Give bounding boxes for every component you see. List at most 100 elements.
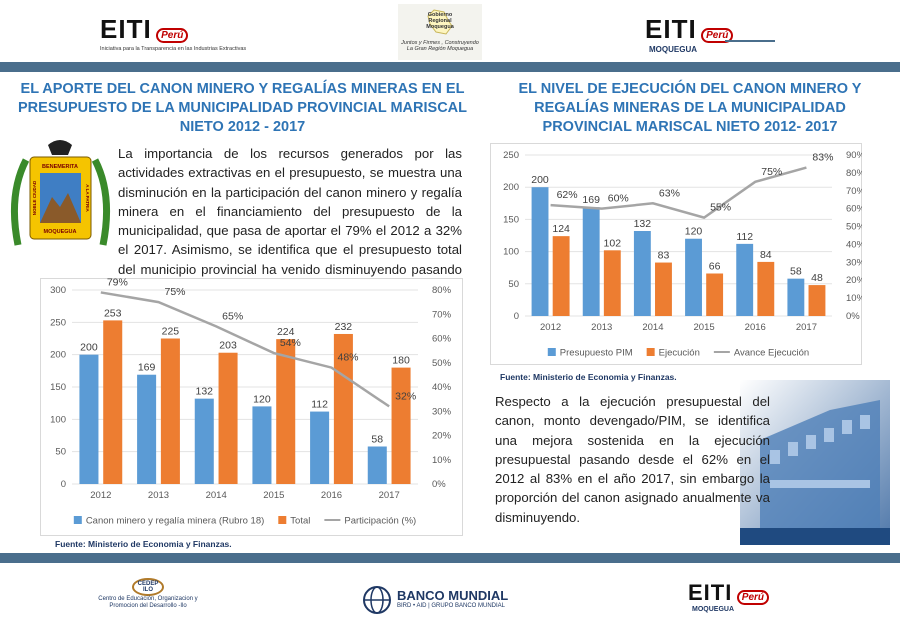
- bar: [367, 446, 387, 484]
- data-label: 232: [335, 321, 353, 333]
- y-tick-label: 200: [50, 350, 66, 361]
- brand: EITI: [688, 580, 733, 605]
- y-tick-label: 100: [503, 247, 519, 258]
- footer-left-logo: CEDEP ILO Centro de Educación, Organizaci…: [88, 578, 208, 610]
- legend-label: Total: [290, 516, 310, 527]
- bar: [218, 352, 238, 484]
- legend-swatch: [278, 516, 287, 524]
- caption-2: Promocion del Desarrollo -Ilo: [109, 603, 187, 609]
- data-label: 169: [582, 194, 600, 206]
- y-tick-label: 250: [503, 150, 519, 161]
- y2-tick-label: 20%: [432, 431, 452, 442]
- gov-2: Regional: [428, 18, 452, 24]
- bar: [736, 243, 754, 316]
- bar: [160, 338, 180, 484]
- brand: EITI: [100, 14, 152, 44]
- slogan-1: Juntos y Firmes , Construyendo: [401, 40, 479, 46]
- emblem-right: A LA PATRIA: [85, 184, 90, 212]
- slogan: Juntos y Firmes , Construyendo La Gran Re…: [398, 40, 482, 52]
- map-icon: [427, 9, 453, 35]
- y2-tick-label: 40%: [846, 239, 862, 250]
- data-label: 169: [138, 362, 156, 374]
- caption: Iniciativa para la Transparencia en las …: [100, 46, 247, 52]
- bar: [655, 262, 672, 316]
- header-center-logo: Gobierno Regional Moquegua Juntos y Firmes…: [398, 4, 482, 60]
- y-tick-label: 50: [508, 279, 519, 290]
- chart-frame: [490, 143, 862, 365]
- x-tick-label: 2016: [321, 490, 342, 501]
- x-tick-label: 2013: [148, 490, 169, 501]
- data-label: 200: [531, 174, 549, 186]
- y-tick-label: 300: [50, 285, 66, 296]
- y2-tick-label: 40%: [432, 382, 452, 393]
- data-label: 66: [709, 260, 721, 272]
- region: MOQUEGUA: [692, 606, 734, 613]
- data-label: 180: [392, 355, 410, 367]
- y-tick-label: 200: [503, 182, 519, 193]
- bar: [552, 236, 570, 316]
- country: Perú: [156, 28, 189, 43]
- data-label: 58: [371, 433, 383, 445]
- bar: [757, 261, 775, 316]
- country: Perú: [736, 590, 770, 605]
- y2-tick-label: 90%: [846, 150, 862, 161]
- legend-label: Ejecución: [659, 348, 700, 359]
- cedep-caption: Centro de Educación, Organizacion y Promo…: [88, 596, 208, 610]
- bar: [391, 367, 411, 484]
- footer-center-logo: BANCO MUNDIAL BIRD • AID | GRUPO BANCO M…: [397, 588, 508, 609]
- bar: [252, 406, 272, 484]
- data-label: 48: [811, 272, 823, 284]
- y-tick-label: 0: [61, 479, 66, 490]
- emblem-top: BENEMERITA: [42, 164, 78, 170]
- gov-1: Gobierno: [427, 12, 453, 18]
- line-label: 62%: [557, 189, 578, 201]
- gov-3: Moquegua: [426, 24, 454, 30]
- y-tick-label: 250: [50, 317, 66, 328]
- source: Fuente: Ministerio de Economia y Finanza…: [500, 372, 677, 382]
- bar: [603, 250, 621, 316]
- legend-label: Canon minero y regalía minera (Rubro 18): [86, 516, 264, 527]
- line-label: 32%: [395, 390, 416, 402]
- region: MOQUEGUA: [649, 45, 697, 54]
- caption-1: Centro de Educación, Organizacion y: [98, 596, 198, 602]
- legend-item: Ejecución: [646, 348, 700, 359]
- line-label: 75%: [165, 286, 186, 298]
- line-label: 60%: [608, 193, 629, 205]
- x-tick-label: 2012: [90, 490, 111, 501]
- emblem-left: NOBLE CIUDAD: [32, 180, 37, 215]
- emblem: BENEMERITA NOBLE CIUDAD A LA PATRIA MOQU…: [10, 140, 111, 246]
- line-label: 75%: [761, 166, 782, 178]
- data-label: 84: [760, 249, 772, 261]
- x-tick-label: 2013: [591, 322, 612, 333]
- x-tick-label: 2015: [263, 490, 284, 501]
- data-label: 253: [104, 307, 122, 319]
- top-band: [0, 62, 900, 72]
- bar: [787, 278, 805, 316]
- globe-icon: [363, 586, 391, 614]
- footer-right-logo: EITI Perú MOQUEGUA: [688, 580, 770, 613]
- x-tick-label: 2014: [642, 322, 663, 333]
- y-tick-label: 150: [503, 214, 519, 225]
- legend-item: Total: [278, 516, 310, 527]
- legend-item: Canon minero y regalía minera (Rubro 18): [73, 516, 264, 527]
- data-label: 132: [196, 386, 214, 398]
- bar: [103, 320, 123, 484]
- bar: [582, 207, 600, 316]
- data-label: 224: [277, 326, 295, 338]
- bar: [310, 411, 330, 484]
- x-tick-label: 2016: [745, 322, 766, 333]
- cedep-mark: CEDEP ILO: [131, 578, 165, 596]
- line: [550, 166, 807, 219]
- country: Perú: [701, 28, 734, 43]
- bar: [194, 398, 214, 484]
- emblem-bottom: MOQUEGUA: [44, 229, 77, 235]
- x-tick-label: 2012: [540, 322, 561, 333]
- legend-label: Participación (%): [344, 516, 416, 527]
- mark-2: ILO: [142, 587, 153, 593]
- x-tick-label: 2017: [379, 490, 400, 501]
- x-tick-label: 2015: [694, 322, 715, 333]
- brand: EITI: [645, 14, 697, 44]
- bar: [531, 187, 549, 316]
- y-tick-label: 0: [514, 311, 519, 322]
